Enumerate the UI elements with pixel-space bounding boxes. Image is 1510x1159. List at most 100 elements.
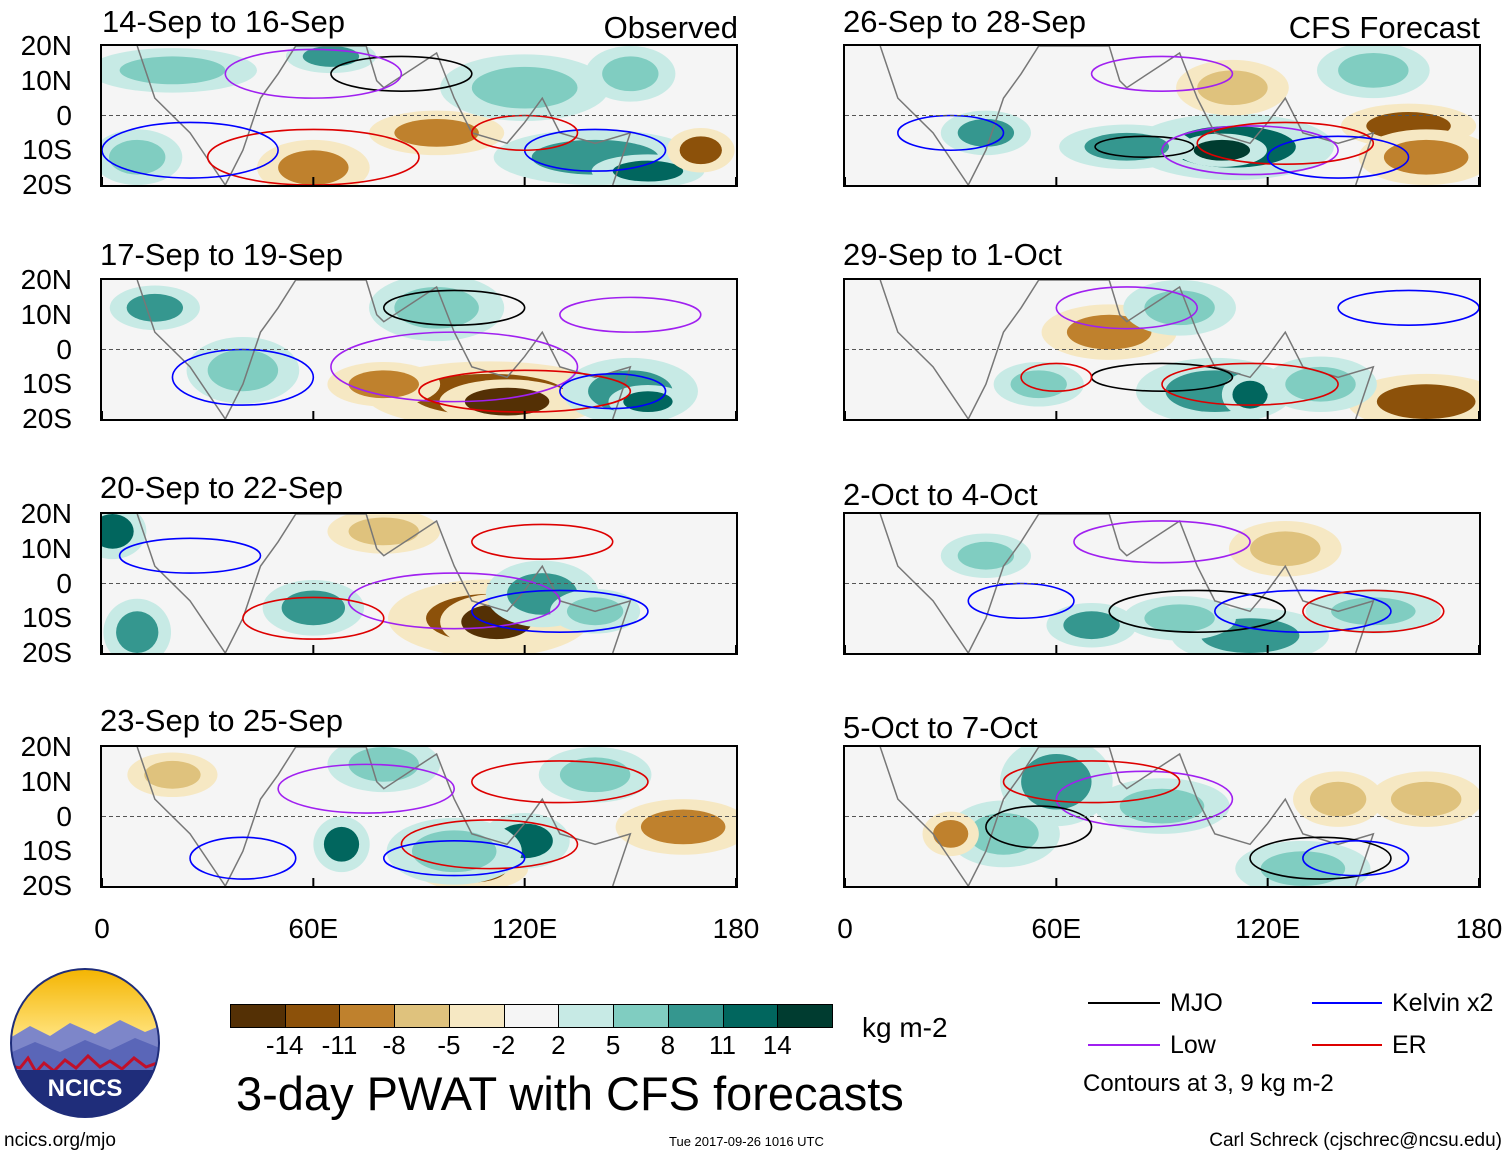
contour-line xyxy=(277,763,456,814)
map-field xyxy=(102,46,736,185)
anomaly-blob xyxy=(1021,753,1092,810)
map-field xyxy=(845,514,1479,653)
y-tick-label: 20S xyxy=(22,637,72,668)
y-tick-label: 20N xyxy=(20,498,72,529)
y-tick-label: 10N xyxy=(20,298,72,330)
coastline xyxy=(879,46,1375,185)
map-field xyxy=(102,747,736,886)
map-panel xyxy=(100,512,738,655)
contour-line xyxy=(471,589,649,633)
panel-title: 17-Sep to 19-Sep xyxy=(100,237,344,272)
footer-url[interactable]: ncics.org/mjo xyxy=(4,1130,116,1151)
map-panel xyxy=(843,745,1481,888)
footer-timestamp: Tue 2017-09-26 1016 UTC xyxy=(669,1134,824,1149)
coastline xyxy=(879,747,1375,886)
colorbar-tick-label: -5 xyxy=(437,1030,461,1060)
coastline xyxy=(136,514,632,653)
contour-line xyxy=(1302,589,1445,633)
contour-line xyxy=(382,289,526,326)
map-panel xyxy=(100,278,738,421)
legend-line-er xyxy=(1312,1044,1382,1046)
anomaly-blob xyxy=(1331,597,1416,626)
colorbar-segment xyxy=(503,1004,560,1028)
contour-line xyxy=(1196,121,1375,165)
anomaly-blob xyxy=(679,136,722,165)
x-tick-label: 60E xyxy=(288,913,339,944)
colorbar-tick-label: 2 xyxy=(551,1030,566,1060)
observed-header: Observed xyxy=(603,10,738,45)
anomaly-blob xyxy=(957,541,1015,570)
colorbar-segment xyxy=(448,1004,505,1028)
anomaly-blob xyxy=(933,819,969,848)
y-tick-label: 20N xyxy=(20,731,72,762)
y-tick-label: 20S xyxy=(22,403,72,434)
coastline xyxy=(136,747,632,886)
colorbar-segment xyxy=(394,1004,450,1028)
x-tick-label: 180 xyxy=(712,913,760,944)
anomaly-blob xyxy=(281,590,346,626)
panel-title: 26-Sep to 28-Sep xyxy=(843,4,1087,39)
legend-label-er: ER xyxy=(1392,1031,1427,1059)
coastline xyxy=(879,514,1375,653)
anomaly-blob xyxy=(126,293,184,322)
anomaly-blob xyxy=(207,349,279,392)
map-field xyxy=(845,280,1479,419)
x-tick-label: 60E xyxy=(1031,913,1082,944)
anomaly-blob xyxy=(1063,611,1120,640)
contour-line xyxy=(1055,770,1234,828)
y-tick-label: 10S xyxy=(22,602,72,634)
anomaly-blob xyxy=(109,139,166,175)
y-tick-label: 10S xyxy=(22,835,72,867)
y-tick-label: 0 xyxy=(56,333,72,365)
panel-title: 2-Oct to 4-Oct xyxy=(843,477,1038,512)
colorbar-segment xyxy=(777,1004,833,1028)
anomaly-blob xyxy=(394,118,479,147)
anomaly-blob xyxy=(1260,851,1346,886)
coastline xyxy=(879,280,1375,419)
y-tick-label: 20N xyxy=(20,264,72,295)
panel-title: 29-Sep to 1-Oct xyxy=(843,237,1062,272)
colorbar-units: kg m-2 xyxy=(862,1012,948,1043)
y-tick-label: 10N xyxy=(20,64,72,96)
anomaly-blob xyxy=(1010,370,1067,399)
contour-line xyxy=(1055,286,1199,330)
contour-line xyxy=(1002,760,1181,804)
colorbar-tick-label: -14 xyxy=(265,1030,304,1060)
legend-line-mjo xyxy=(1088,1002,1160,1004)
map-panel xyxy=(100,745,738,888)
legend-line-kelvin xyxy=(1312,1002,1382,1004)
contour-line xyxy=(985,805,1093,849)
colorbar-segment xyxy=(558,1004,615,1028)
anomaly-blob xyxy=(278,150,349,185)
anomaly-blob xyxy=(1250,531,1321,567)
anomaly-blob xyxy=(1144,290,1215,326)
anomaly-blob xyxy=(102,514,134,549)
anomaly-blob xyxy=(348,517,419,546)
anomaly-blob xyxy=(1309,781,1367,817)
contour-line xyxy=(1073,520,1251,564)
colorbar-tick-label: 5 xyxy=(605,1030,621,1060)
y-tick-label: 0 xyxy=(56,800,72,832)
contour-line xyxy=(471,523,614,560)
map-field xyxy=(102,280,736,419)
anomaly-blob xyxy=(1066,314,1152,350)
y-tick-label: 10N xyxy=(20,532,72,564)
y-tick-label: 0 xyxy=(56,99,72,131)
contour-line xyxy=(1020,362,1093,393)
y-tick-label: 20S xyxy=(22,870,72,901)
contour-line xyxy=(1161,125,1339,176)
y-tick-label: 10S xyxy=(22,368,72,400)
contour-line xyxy=(330,55,473,92)
contour-line xyxy=(1090,55,1234,92)
contour-line xyxy=(189,836,297,880)
logo-text: NCICS xyxy=(48,1075,123,1102)
contour-line xyxy=(1249,836,1392,880)
anomaly-blob xyxy=(1119,788,1205,824)
contour-line xyxy=(382,840,526,877)
contour-line xyxy=(330,331,579,403)
y-tick-label: 20N xyxy=(20,30,72,61)
ncics-logo: NCICS xyxy=(10,968,160,1118)
contour-line xyxy=(224,48,403,99)
anomaly-blob xyxy=(1376,384,1476,419)
cfs-forecast-header: CFS Forecast xyxy=(1288,10,1480,45)
